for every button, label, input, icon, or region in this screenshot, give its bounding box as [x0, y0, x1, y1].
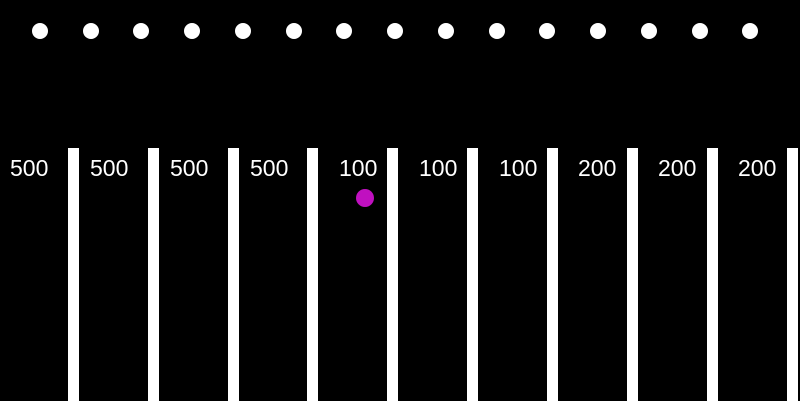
token-circle[interactable] — [184, 23, 200, 39]
lane-divider — [307, 148, 318, 401]
lane-score-label[interactable]: 100 — [499, 155, 538, 181]
lane-divider — [68, 148, 79, 401]
lane-divider — [707, 148, 718, 401]
lane-score-label[interactable]: 200 — [658, 155, 697, 181]
token-row — [0, 0, 800, 62]
lane-score-label[interactable]: 200 — [738, 155, 777, 181]
token-circle[interactable] — [489, 23, 505, 39]
token-circle[interactable] — [83, 23, 99, 39]
lane-score-label[interactable]: 500 — [90, 155, 129, 181]
lane-divider — [627, 148, 638, 401]
token-circle[interactable] — [286, 23, 302, 39]
lane-divider — [547, 148, 558, 401]
token-circle[interactable] — [539, 23, 555, 39]
token-circle[interactable] — [32, 23, 48, 39]
lane-score-label[interactable]: 500 — [170, 155, 209, 181]
lane-score-label[interactable]: 200 — [578, 155, 617, 181]
token-circle[interactable] — [590, 23, 606, 39]
token-circle[interactable] — [235, 23, 251, 39]
token-circle[interactable] — [692, 23, 708, 39]
lane-divider — [467, 148, 478, 401]
lane-score-label[interactable]: 500 — [10, 155, 49, 181]
lane-divider — [387, 148, 398, 401]
token-circle[interactable] — [133, 23, 149, 39]
lane-divider — [148, 148, 159, 401]
token-circle[interactable] — [742, 23, 758, 39]
token-circle[interactable] — [438, 23, 454, 39]
lane-divider — [228, 148, 239, 401]
token-circle[interactable] — [641, 23, 657, 39]
marker-dot[interactable] — [356, 189, 374, 207]
token-circle[interactable] — [387, 23, 403, 39]
token-circle[interactable] — [336, 23, 352, 39]
lane-score-label[interactable]: 100 — [339, 155, 378, 181]
lane-score-label[interactable]: 100 — [419, 155, 458, 181]
lane-score-label[interactable]: 500 — [250, 155, 289, 181]
lane-divider — [787, 148, 798, 401]
